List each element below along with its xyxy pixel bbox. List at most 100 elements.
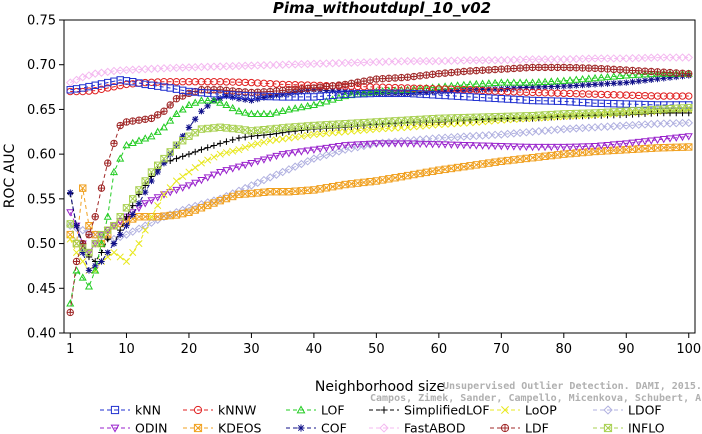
data-point-lof-k70 bbox=[497, 78, 506, 86]
data-point-simplifiedlof-k21 bbox=[191, 148, 199, 156]
data-point-lof-k24 bbox=[209, 96, 218, 104]
data-point-fastabod-k73 bbox=[515, 55, 525, 64]
data-point-lof-k16 bbox=[159, 123, 169, 131]
data-point-fastabod-k81 bbox=[565, 54, 575, 64]
data-point-fastabod-k72 bbox=[509, 55, 519, 65]
data-point-loop-k26 bbox=[222, 149, 230, 157]
data-point-simplifiedlof-k19 bbox=[179, 153, 186, 160]
data-point-ldf-k65 bbox=[466, 67, 474, 75]
data-point-odin-k37 bbox=[291, 149, 300, 157]
data-point-ldf-k82 bbox=[572, 64, 580, 72]
data-point-lof-k84 bbox=[584, 74, 593, 82]
data-point-inflo-k13 bbox=[141, 177, 149, 185]
data-point-lof-k37 bbox=[291, 104, 300, 112]
data-point-cof-k21 bbox=[191, 116, 199, 123]
data-point-lof-k35 bbox=[278, 106, 287, 114]
data-point-ldof-k76 bbox=[534, 127, 544, 136]
data-point-cof-k3 bbox=[79, 249, 86, 256]
data-point-lof-k29 bbox=[241, 108, 250, 116]
data-point-ldf-k71 bbox=[503, 65, 512, 73]
data-point-odin-k51 bbox=[378, 140, 387, 148]
data-point-loop-k22 bbox=[197, 159, 205, 167]
data-point-odin-k96 bbox=[659, 136, 668, 144]
data-point-ldof-k61 bbox=[440, 133, 450, 142]
data-point-fastabod-k87 bbox=[603, 54, 612, 63]
data-point-ldf-k94 bbox=[647, 67, 655, 76]
data-point-lof-k68 bbox=[484, 79, 493, 87]
data-point-loop-k53 bbox=[391, 124, 399, 132]
data-point-simplifiedlof-k39 bbox=[304, 126, 311, 133]
data-point-loop-k46 bbox=[347, 127, 355, 135]
data-point-fastabod-k28 bbox=[234, 61, 244, 71]
data-point-cof-k6 bbox=[98, 258, 105, 265]
data-point-cof-k2 bbox=[73, 222, 80, 229]
data-point-ldf-k77 bbox=[541, 63, 549, 72]
data-point-ldf-k27 bbox=[228, 87, 237, 95]
data-point-odin-k18 bbox=[172, 186, 181, 195]
data-point-odin-k32 bbox=[259, 156, 268, 164]
data-point-ldof-k42 bbox=[322, 150, 331, 160]
data-point-fastabod-k21 bbox=[190, 62, 200, 72]
data-point-ldof-k71 bbox=[503, 129, 512, 139]
data-point-ldof-k81 bbox=[565, 124, 575, 133]
data-point-cof-k11 bbox=[129, 211, 136, 218]
data-point-odin-k67 bbox=[478, 142, 487, 150]
data-point-fastabod-k35 bbox=[278, 60, 287, 69]
legend-item-ldof: LDOF bbox=[593, 403, 662, 418]
y-axis: 0.40 0.45 0.50 0.55 0.60 0.65 0.70 0.75 bbox=[27, 14, 64, 342]
data-point-fastabod-k54 bbox=[397, 57, 406, 66]
data-point-ldof-k57 bbox=[415, 135, 425, 144]
data-point-lof-k50 bbox=[372, 87, 381, 95]
data-point-ldf-k16 bbox=[160, 107, 168, 115]
data-point-cof-k35 bbox=[279, 91, 286, 98]
data-point-loop-k57 bbox=[416, 122, 424, 130]
data-point-loop-k56 bbox=[410, 123, 418, 131]
data-point-simplifiedlof-k96 bbox=[660, 109, 667, 117]
data-point-loop-k35 bbox=[279, 135, 287, 143]
data-point-lof-k6 bbox=[97, 239, 106, 247]
data-point-lof-k90 bbox=[622, 71, 631, 79]
data-point-lof-k3 bbox=[78, 273, 87, 281]
data-point-odin-k94 bbox=[647, 137, 656, 145]
data-point-ldf-k83 bbox=[578, 64, 587, 72]
data-point-cof-k75 bbox=[529, 83, 536, 91]
data-point-lof-k34 bbox=[272, 108, 281, 116]
data-point-cof-k98 bbox=[673, 73, 680, 81]
data-point-kdeos-k100 bbox=[685, 143, 693, 151]
data-point-fastabod-k15 bbox=[153, 64, 162, 73]
x-tick-label: 40 bbox=[306, 342, 323, 357]
data-point-cof-k78 bbox=[548, 83, 555, 90]
data-point-cof-k73 bbox=[516, 84, 524, 91]
data-point-lof-k91 bbox=[628, 70, 637, 79]
data-point-cof-k54 bbox=[398, 90, 405, 97]
data-point-ldof-k74 bbox=[522, 128, 531, 137]
data-point-ldf-k73 bbox=[516, 64, 524, 72]
data-point-ldf-k15 bbox=[154, 111, 162, 119]
data-point-odin-k30 bbox=[247, 160, 256, 168]
data-point-ldof-k70 bbox=[497, 130, 506, 139]
data-point-ldof-k65 bbox=[465, 132, 475, 141]
data-point-lof-k85 bbox=[590, 73, 600, 82]
data-point-ldf-k89 bbox=[616, 66, 624, 74]
data-point-fastabod-k9 bbox=[116, 66, 125, 75]
data-point-odin-k33 bbox=[266, 154, 275, 162]
data-point-odin-k91 bbox=[628, 139, 637, 147]
data-point-kdeos-k23 bbox=[203, 201, 212, 210]
data-point-fastabod-k18 bbox=[172, 63, 181, 73]
data-point-cof-k93 bbox=[641, 77, 649, 84]
data-point-loop-k38 bbox=[297, 132, 305, 140]
data-point-kdeos-k27 bbox=[228, 192, 237, 201]
data-point-cof-k22 bbox=[198, 108, 205, 115]
data-point-cof-k45 bbox=[341, 88, 349, 95]
data-point-lof-k26 bbox=[222, 100, 231, 109]
data-point-inflo-k2 bbox=[72, 239, 81, 248]
data-point-lof-k32 bbox=[259, 109, 268, 117]
data-point-ldf-k28 bbox=[235, 87, 243, 96]
data-point-odin-k19 bbox=[178, 184, 187, 192]
data-point-ldof-k67 bbox=[478, 131, 487, 140]
data-point-cof-k74 bbox=[523, 84, 530, 91]
data-point-odin-k34 bbox=[272, 152, 281, 161]
data-point-ldf-k4 bbox=[85, 230, 93, 239]
data-point-odin-k92 bbox=[634, 138, 643, 147]
legend-item-simplifiedlof: SimplifiedLOF bbox=[369, 403, 490, 418]
